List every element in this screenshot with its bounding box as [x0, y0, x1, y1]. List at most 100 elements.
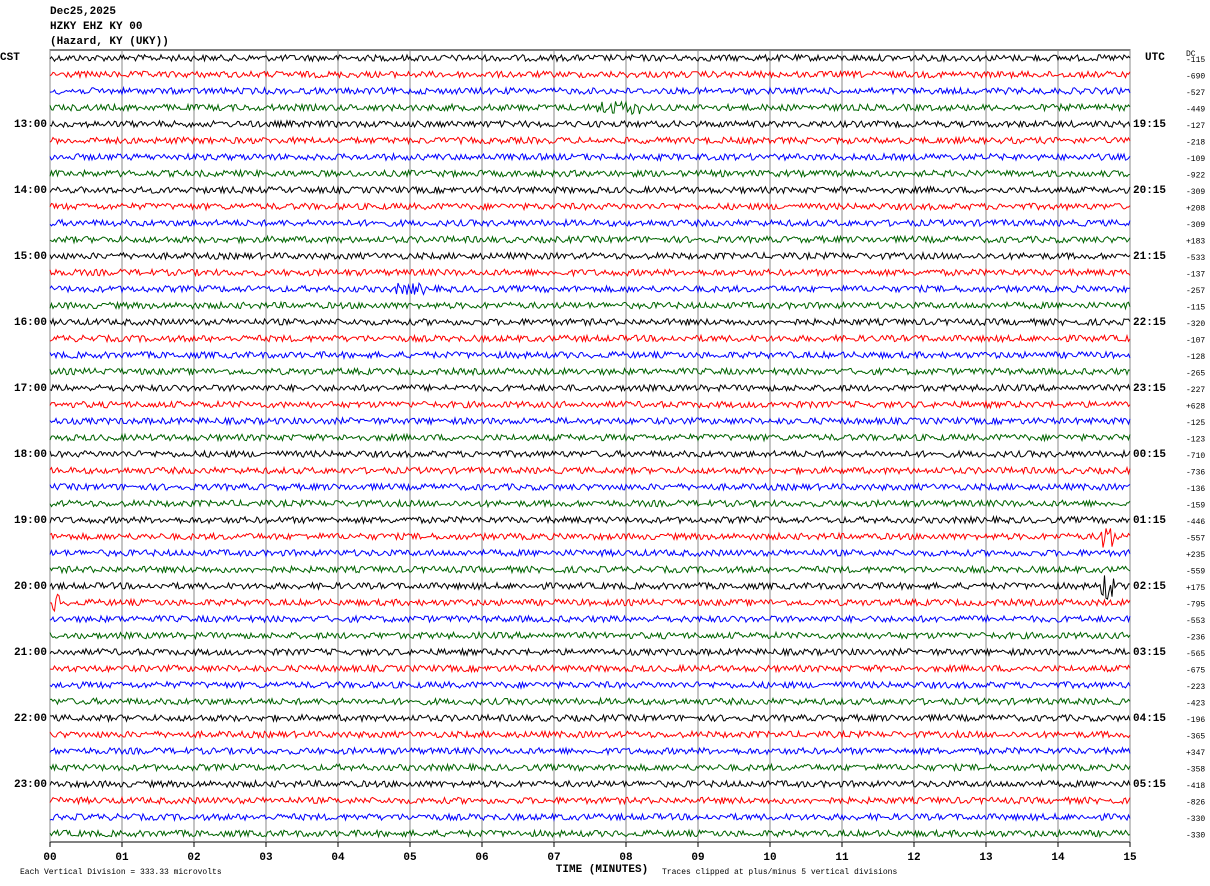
trace — [49, 53, 1131, 63]
trace — [49, 69, 1131, 80]
x-tick-label: 12 — [907, 852, 920, 864]
right-hour: 19:15 — [1133, 119, 1166, 131]
trace — [49, 647, 1131, 658]
dc-offset: -675 — [1186, 667, 1205, 676]
x-tick-label: 06 — [475, 852, 488, 864]
trace — [49, 482, 1131, 492]
x-tick-label: 15 — [1123, 852, 1137, 864]
dc-offset: -309 — [1186, 221, 1205, 230]
trace — [49, 333, 1131, 344]
dc-offset: -710 — [1186, 452, 1205, 461]
trace — [49, 168, 1131, 179]
trace — [49, 448, 1131, 459]
trace — [49, 234, 1131, 245]
left-hour: 13:00 — [14, 119, 47, 131]
dc-offset: -527 — [1186, 89, 1205, 98]
left-hour: 16:00 — [14, 317, 47, 329]
dc-offset: +183 — [1186, 238, 1205, 247]
x-tick-label: 09 — [691, 852, 704, 864]
trace — [49, 762, 1131, 773]
dc-offset: -136 — [1186, 485, 1205, 494]
scale-note: Each Vertical Division = 333.33 microvol… — [20, 868, 222, 877]
trace — [49, 713, 1131, 724]
right-hour: 02:15 — [1133, 581, 1166, 593]
right-hour: 20:15 — [1133, 185, 1166, 197]
trace — [49, 812, 1131, 822]
dc-offset: -557 — [1186, 535, 1205, 544]
trace — [49, 366, 1131, 377]
location: (Hazard, KY (UKY)) — [50, 36, 169, 48]
dc-offset: -922 — [1186, 172, 1205, 181]
x-axis-label: TIME (MINUTES) — [556, 864, 648, 876]
x-tick-label: 03 — [259, 852, 273, 864]
trace — [49, 746, 1131, 757]
dc-offset: -107 — [1186, 337, 1205, 346]
dc-offset: -533 — [1186, 254, 1205, 263]
trace — [49, 528, 1131, 548]
left-hour: 19:00 — [14, 515, 47, 527]
trace — [49, 349, 1131, 361]
trace — [49, 185, 1131, 195]
dc-offset: -123 — [1186, 436, 1205, 445]
dc-offset: -109 — [1186, 155, 1205, 164]
trace — [49, 575, 1131, 600]
x-tick-label: 00 — [43, 852, 56, 864]
trace — [49, 100, 1131, 116]
x-tick-label: 08 — [619, 852, 633, 864]
dc-offset: -227 — [1186, 386, 1205, 395]
dc-offset: +235 — [1186, 551, 1205, 560]
left-hour: 22:00 — [14, 713, 47, 725]
dc-offset: -125 — [1186, 419, 1205, 428]
plot-frame — [49, 49, 1131, 843]
dc-offset: -423 — [1186, 700, 1205, 709]
dc-offset: -795 — [1186, 601, 1205, 610]
x-tick-label: 14 — [1051, 852, 1065, 864]
left-hour: 18:00 — [14, 449, 47, 461]
trace — [49, 399, 1131, 410]
trace — [49, 300, 1131, 311]
dc-offset: -196 — [1186, 716, 1205, 725]
dc-offset: -446 — [1186, 518, 1205, 527]
trace — [49, 548, 1131, 558]
dc-offset: -236 — [1186, 634, 1205, 643]
dc-offset: -127 — [1186, 122, 1205, 131]
right-hour: 01:15 — [1133, 515, 1166, 527]
trace — [49, 828, 1131, 839]
right-zone: UTC — [1145, 52, 1165, 64]
trace — [49, 729, 1131, 740]
trace — [49, 416, 1131, 427]
right-hour: 21:15 — [1133, 251, 1166, 263]
dc-offset: -736 — [1186, 469, 1205, 478]
dc-offset: -565 — [1186, 650, 1205, 659]
x-tick-label: 04 — [331, 852, 345, 864]
dc-offset: +347 — [1186, 749, 1205, 758]
left-hour: 17:00 — [14, 383, 47, 395]
x-tick-label: 11 — [835, 852, 849, 864]
right-hour: 22:15 — [1133, 317, 1166, 329]
dc-offset: -826 — [1186, 799, 1205, 808]
dc-offset: -690 — [1186, 73, 1205, 82]
clip-note: Traces clipped at plus/minus 5 vertical … — [662, 868, 897, 877]
dc-header: DC — [1186, 50, 1196, 59]
trace — [49, 317, 1131, 327]
trace — [49, 614, 1131, 624]
trace — [49, 593, 1131, 613]
trace — [49, 432, 1131, 443]
dc-offset: -223 — [1186, 683, 1205, 692]
dc-offset: -330 — [1186, 815, 1205, 824]
dc-offset: +628 — [1186, 403, 1205, 412]
left-hour: 23:00 — [14, 779, 47, 791]
trace — [49, 630, 1131, 641]
dc-offset: +175 — [1186, 584, 1205, 593]
trace — [49, 778, 1131, 789]
dc-offset: -358 — [1186, 766, 1205, 775]
trace — [49, 514, 1131, 526]
trace — [49, 383, 1131, 393]
dc-offset: -418 — [1186, 782, 1205, 791]
dc-offset: -115 — [1186, 56, 1205, 65]
trace — [49, 135, 1131, 146]
left-hour: 14:00 — [14, 185, 47, 197]
left-zone: CST — [0, 52, 20, 64]
dc-offset: -320 — [1186, 320, 1205, 329]
